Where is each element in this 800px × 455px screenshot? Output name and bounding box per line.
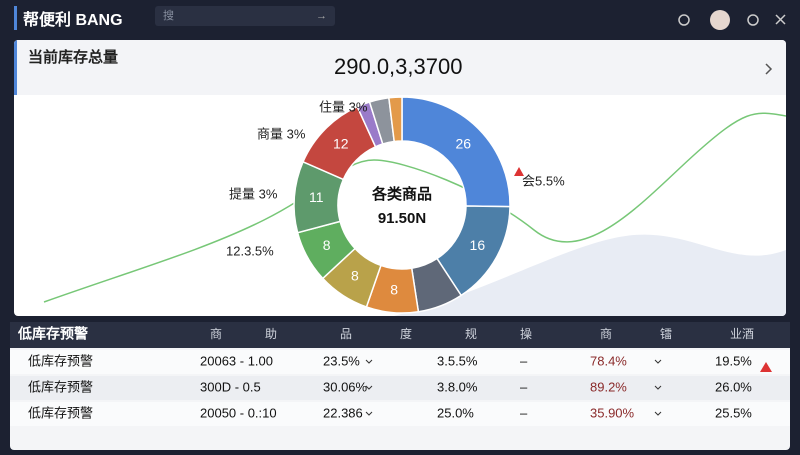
header: 帮便利 BANG 搜 → — [0, 0, 800, 34]
table-header: 助 — [265, 327, 277, 341]
segment-label: 8 — [351, 268, 359, 284]
table-header: 商 — [600, 326, 612, 341]
table-cell: 20063 - 1.00 — [200, 353, 273, 368]
segment-label: 16 — [470, 237, 486, 253]
table-cell: 26.0% — [715, 379, 752, 394]
table-cell: 20050 - 0.:10 — [200, 405, 277, 420]
warning-icon — [514, 167, 524, 176]
table-row — [10, 350, 790, 374]
panel-svg: 当前库存总量 290.0,3,3700 26 16 8 8 8 11 12 各类商品 91.50… — [14, 40, 786, 316]
search-box[interactable]: 搜 → — [155, 6, 335, 26]
background-wave — [394, 234, 786, 316]
segment-label: 26 — [455, 135, 471, 151]
table-cell: – — [520, 353, 528, 368]
table-cell: 25.0% — [437, 405, 474, 420]
table-cell: 35.90% — [590, 405, 635, 420]
table-cell: 23.5% — [323, 353, 360, 368]
table-cell: 300D - 0.5 — [200, 379, 261, 394]
expand-icon[interactable] — [765, 63, 773, 75]
table-row — [10, 402, 790, 426]
segment-label: 12 — [333, 135, 349, 151]
table-cell: 22.386 — [323, 405, 363, 420]
table-header: 操 — [520, 326, 532, 341]
center-value: 91.50N — [378, 210, 426, 227]
row-chevron — [365, 411, 662, 416]
panel-title: 当前库存总量 — [28, 48, 118, 66]
table-cell: – — [520, 379, 528, 394]
search-arrow: → — [316, 10, 327, 22]
donut-segment — [388, 96, 403, 143]
table-header: 业酒 — [730, 327, 754, 341]
panel-header — [14, 40, 786, 95]
header-icons — [678, 10, 786, 30]
brand: 帮便利 BANG — [14, 6, 123, 30]
search-text: 搜 — [163, 10, 174, 22]
avatar[interactable] — [710, 10, 730, 30]
callout: 住量 3% — [319, 99, 368, 114]
alert-table: 低库存预警商助品度规操商镭业酒 低库存预警 20063 - 1.00 23.5% 3.5… — [10, 322, 790, 450]
callout: 12.3.5% — [226, 243, 274, 258]
table-cell: 19.5% — [715, 353, 752, 368]
table-header: 镭 — [660, 326, 672, 341]
table-header: 规 — [465, 326, 477, 341]
table-cell: – — [520, 405, 528, 420]
callout: 提量 3% — [229, 186, 278, 201]
table-cell: 89.2% — [590, 379, 627, 394]
table-cell: 低库存预警 — [28, 379, 93, 394]
row-warning — [760, 362, 772, 372]
center-title: 各类商品 — [371, 185, 432, 203]
settings-icon[interactable] — [747, 14, 759, 26]
table-header-bg — [10, 322, 790, 348]
table-cell: 25.5% — [715, 405, 752, 420]
table-cell: 78.4% — [590, 353, 627, 368]
row-chevron — [365, 359, 662, 364]
table-cell: 低库存预警 — [28, 353, 93, 368]
segment-label: 8 — [323, 237, 331, 253]
table-svg: 低库存预警商助品度规操商镭业酒低库存预警 20063 - 1.00 23.5% 3.5… — [10, 322, 790, 426]
inventory-panel: 当前库存总量 290.0,3,3700 26 16 8 8 8 11 12 各类商品 91.50… — [14, 40, 786, 316]
total-value: 290.0,3,3700 — [334, 54, 462, 79]
row-chevron — [365, 385, 662, 390]
segment-label: 11 — [309, 189, 324, 205]
callout: 商量 3% — [257, 126, 306, 141]
table-cell: 30.06% — [323, 379, 368, 394]
table-title: 低库存预警 — [17, 326, 88, 342]
callout: 会5.5% — [522, 173, 565, 188]
table-header: 商 — [210, 326, 222, 341]
table-header: 品 — [340, 327, 352, 341]
close-icon[interactable] — [775, 14, 786, 25]
accent — [14, 40, 17, 95]
segment-label: 8 — [390, 281, 398, 297]
trend-line — [43, 112, 786, 303]
search-icon[interactable] — [678, 14, 690, 26]
table-cell: 3.5.5% — [437, 353, 478, 368]
table-cell: 低库存预警 — [28, 405, 93, 420]
table-row — [10, 376, 790, 400]
table-header: 度 — [400, 326, 412, 341]
table-cell: 3.8.0% — [437, 379, 478, 394]
